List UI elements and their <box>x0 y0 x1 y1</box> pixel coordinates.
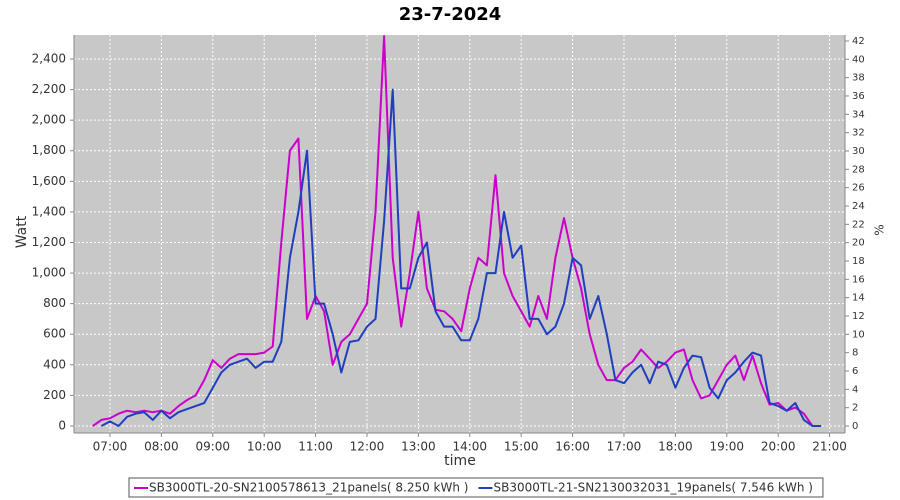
y2-tick-label: 6 <box>852 366 858 377</box>
y-tick-label: 2,200 <box>32 82 66 96</box>
legend-label: SB3000TL-21-SN2130032031_19panels( 7.546… <box>493 481 812 495</box>
x-tick-label: 21:00 <box>812 440 847 454</box>
chart-title: 23-7-2024 <box>399 4 502 25</box>
y-tick-label: 600 <box>43 327 66 341</box>
y-tick-label: 1,400 <box>32 204 66 218</box>
x-tick-label: 07:00 <box>93 440 128 454</box>
y-tick-label: 1,600 <box>32 174 66 188</box>
x-tick-label: 12:00 <box>350 440 385 454</box>
y2-tick-label: 0 <box>852 421 858 432</box>
y-tick-label: 2,000 <box>32 113 66 127</box>
y-tick-label: 1,800 <box>32 143 66 157</box>
x-tick-label: 11:00 <box>298 440 333 454</box>
x-axis-label: time <box>444 453 476 469</box>
y2-tick-label: 4 <box>852 384 858 395</box>
y2-tick-label: 36 <box>852 91 865 102</box>
y2-tick-label: 28 <box>852 164 865 175</box>
y-tick-label: 200 <box>43 388 66 402</box>
y2-tick-label: 14 <box>852 293 865 304</box>
x-tick-label: 20:00 <box>761 440 796 454</box>
y-tick-label: 0 <box>58 418 66 432</box>
legend-label: SB3000TL-20-SN2100578613_21panels( 8.250… <box>149 481 468 495</box>
y2-tick-label: 32 <box>852 128 865 139</box>
x-tick-label: 13:00 <box>401 440 436 454</box>
y2-tick-label: 10 <box>852 329 865 340</box>
y2-tick-label: 12 <box>852 311 865 322</box>
x-tick-label: 18:00 <box>658 440 693 454</box>
legend <box>128 477 824 498</box>
x-tick-label: 19:00 <box>709 440 744 454</box>
series-line <box>92 35 814 427</box>
x-tick-label: 14:00 <box>452 440 487 454</box>
y2-tick-label: 30 <box>852 146 865 157</box>
y2-axis-label: % <box>873 224 887 235</box>
x-tick-label: 15:00 <box>504 440 539 454</box>
y2-tick-label: 34 <box>852 109 865 120</box>
x-tick-label: 10:00 <box>247 440 282 454</box>
y2-tick-label: 40 <box>852 54 865 65</box>
y-tick-label: 2,400 <box>32 52 66 66</box>
plot-background <box>74 35 845 433</box>
y2-tick-label: 16 <box>852 274 865 285</box>
series-line <box>100 88 821 427</box>
y2-tick-label: 22 <box>852 219 865 230</box>
y2-tick-label: 8 <box>852 348 858 359</box>
y2-tick-label: 2 <box>852 403 858 414</box>
y-axis-label: Watt <box>14 215 30 248</box>
y2-tick-label: 24 <box>852 201 865 212</box>
y2-tick-label: 42 <box>852 36 865 47</box>
x-tick-label: 16:00 <box>555 440 590 454</box>
y-tick-label: 1,200 <box>32 235 66 249</box>
x-tick-label: 08:00 <box>144 440 179 454</box>
y-tick-label: 1,000 <box>32 266 66 280</box>
x-tick-label: 17:00 <box>607 440 642 454</box>
y2-tick-label: 20 <box>852 238 865 249</box>
y2-tick-label: 38 <box>852 73 865 84</box>
y2-tick-label: 18 <box>852 256 865 267</box>
y2-tick-label: 26 <box>852 183 865 194</box>
x-tick-label: 09:00 <box>195 440 230 454</box>
y-tick-label: 400 <box>43 357 66 371</box>
y-tick-label: 800 <box>43 296 66 310</box>
